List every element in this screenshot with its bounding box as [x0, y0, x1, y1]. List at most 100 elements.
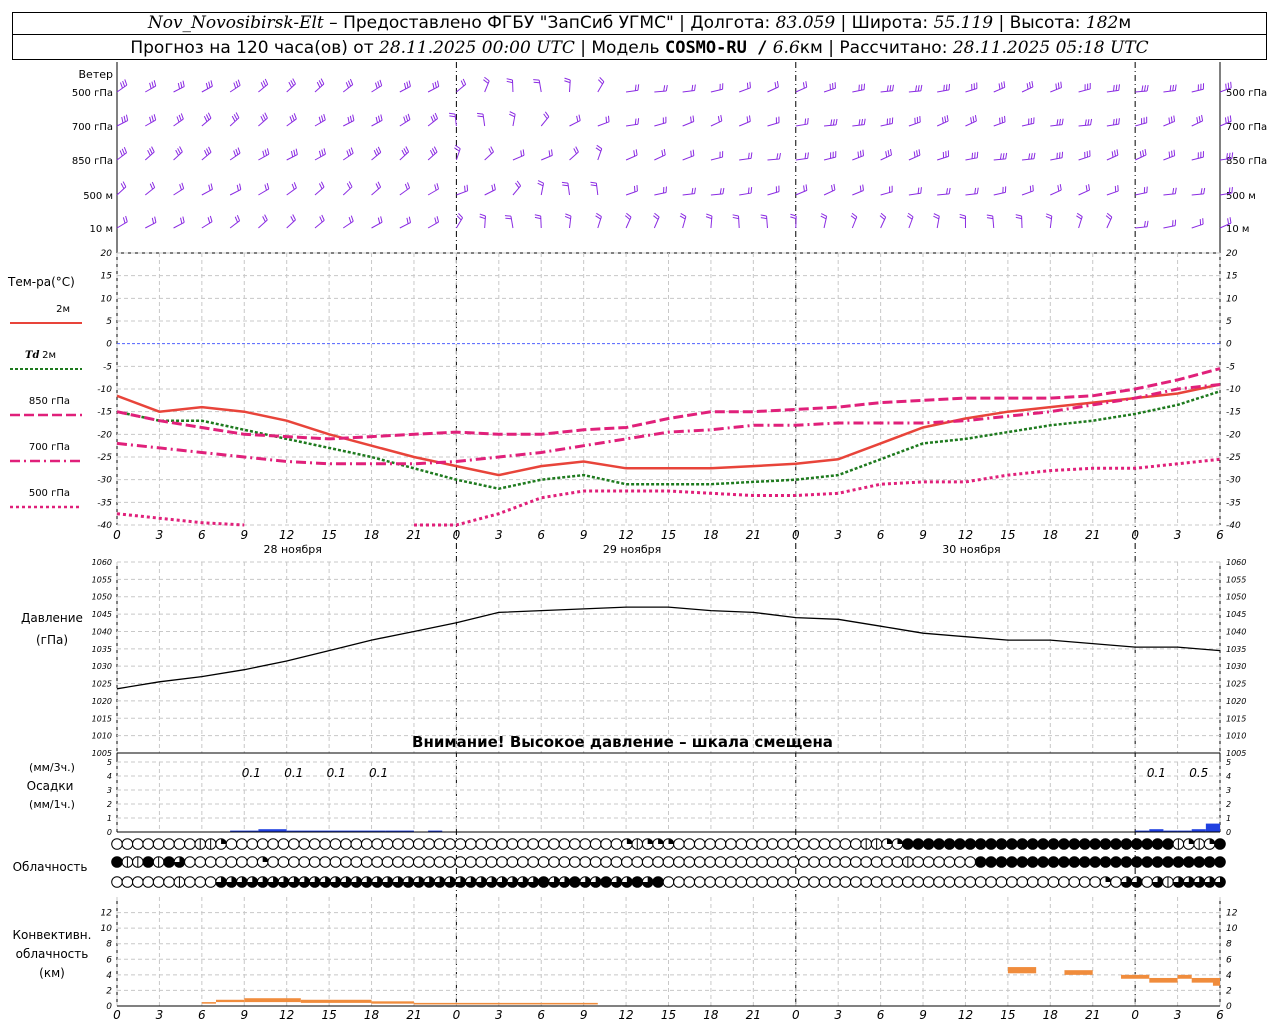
pressure-ytick-right: 1025: [1226, 680, 1246, 689]
wind-barb: [569, 151, 579, 161]
cloud-symbol: [1182, 856, 1195, 868]
cloud-symbol: [1026, 876, 1039, 888]
wind-barb-flag: [323, 113, 326, 121]
wind-barb-flag: [407, 182, 411, 189]
wind-barb-flag: [207, 217, 211, 224]
cloud-symbol: [267, 838, 279, 850]
wind-barb-flag: [180, 113, 184, 120]
wind-barb: [144, 151, 155, 161]
wind-barb-flag: [750, 152, 753, 159]
cloud-symbol: [152, 838, 165, 850]
wind-barb: [993, 121, 1006, 127]
wind-barb-flag: [352, 114, 355, 121]
wind-barb: [510, 216, 514, 229]
hour-tick-label: 6: [537, 528, 545, 542]
precip-bar: [1149, 829, 1164, 832]
cloud-symbol: [1068, 876, 1081, 888]
wind-barb-flag: [231, 115, 236, 122]
wind-barb-flag: [151, 81, 154, 88]
wind-barb-flag: [262, 114, 266, 121]
cloud-symbol: [808, 856, 820, 868]
wind-barb-flag: [1116, 149, 1119, 156]
wind-barb-flag: [458, 213, 463, 219]
wind-barb-flag: [235, 80, 239, 87]
cloud-symbol: [496, 856, 508, 868]
wind-barb-flag: [1203, 187, 1206, 194]
wind-barb-flag: [861, 118, 864, 126]
precip-ytick-left: 5: [107, 758, 112, 767]
wind-barb: [229, 84, 241, 93]
wind-barb-flag: [774, 82, 777, 89]
wind-barb-flag: [778, 152, 781, 160]
wind-barb-flag: [1114, 150, 1116, 157]
wind-barb: [936, 216, 940, 229]
wind-barb: [173, 188, 184, 196]
cloud-symbol: [1078, 856, 1091, 868]
cloud-symbol: [1026, 856, 1039, 868]
wind-barb: [484, 80, 490, 93]
wind-barb: [1078, 155, 1091, 161]
wind-barb-flag: [972, 116, 975, 123]
wind-barb: [880, 90, 893, 93]
pressure-ytick-left: 1005: [92, 749, 112, 758]
wind-barb: [653, 216, 660, 229]
wind-barb-flag: [1105, 215, 1112, 220]
cloud-symbol: [537, 876, 550, 888]
wind-barb: [116, 152, 127, 161]
wind-level-label: 850 гПа: [72, 156, 113, 167]
wind-barb: [116, 221, 128, 229]
cloud-symbol: [1037, 876, 1049, 888]
wind-barb-flag: [537, 182, 544, 187]
cloud-symbol: [579, 838, 592, 850]
cloud-symbol: [995, 856, 1008, 868]
cloud-symbol: [1047, 876, 1060, 888]
temp-ytick-left: 0: [106, 340, 112, 350]
wind-barb-flag: [1141, 85, 1144, 92]
wind-barb: [682, 121, 694, 127]
wind-barb: [739, 192, 752, 196]
wind-barb-flag: [918, 149, 921, 156]
wind-barb-flag: [119, 82, 123, 89]
wind-barb-flag: [1061, 118, 1064, 125]
wind-barb: [258, 188, 270, 196]
convective-ytick-left: 8: [106, 940, 112, 950]
wind-barb-flag: [1229, 217, 1232, 224]
wind-barb: [173, 221, 185, 229]
cloud-symbol: [818, 838, 831, 850]
wind-barb: [286, 118, 297, 127]
wind-barb-flag: [1057, 82, 1060, 89]
wind-barb: [993, 86, 1005, 93]
cloud-symbol: [225, 856, 238, 868]
wind-level-label: 500 гПа: [72, 88, 113, 99]
wind-barb: [1050, 189, 1062, 196]
wind-barb-flag: [1228, 187, 1231, 194]
cloud-symbol-mark: [579, 876, 591, 888]
wind-barb-flag: [434, 217, 437, 224]
cloud-symbol-mark: [642, 876, 653, 888]
wind-barb-flag: [121, 116, 124, 124]
cloud-symbol: [704, 876, 716, 888]
hour-tick-label-bottom: 6: [537, 1008, 545, 1022]
wind-barb-flag: [933, 213, 940, 217]
cloud-symbol: [1047, 856, 1060, 868]
cloud-symbol: [1078, 876, 1091, 888]
pressure-ytick-right: 1010: [1226, 732, 1246, 741]
wind-barb-flag: [177, 148, 181, 154]
wind-barb-flag: [976, 187, 979, 194]
wind-barb: [286, 83, 296, 93]
cloud-symbol: [777, 838, 789, 850]
wind-barb-flag: [943, 84, 945, 91]
cloud-symbol: [891, 876, 904, 888]
wind-barb-flag: [907, 212, 914, 218]
cloud-symbol: [1141, 876, 1153, 888]
wind-barb-flag: [293, 182, 297, 189]
precip-ytick-left: 3: [107, 786, 112, 795]
cloud-symbol: [756, 876, 768, 888]
cloud-symbol: [236, 856, 248, 868]
wind-barb-flag: [290, 80, 295, 86]
wind-barb-flag: [575, 146, 579, 153]
wind-barb-flag: [974, 187, 977, 194]
hour-tick-label-bottom: 0: [792, 1008, 800, 1022]
wind-barb-flag: [805, 81, 808, 88]
wind-barb: [201, 85, 213, 93]
